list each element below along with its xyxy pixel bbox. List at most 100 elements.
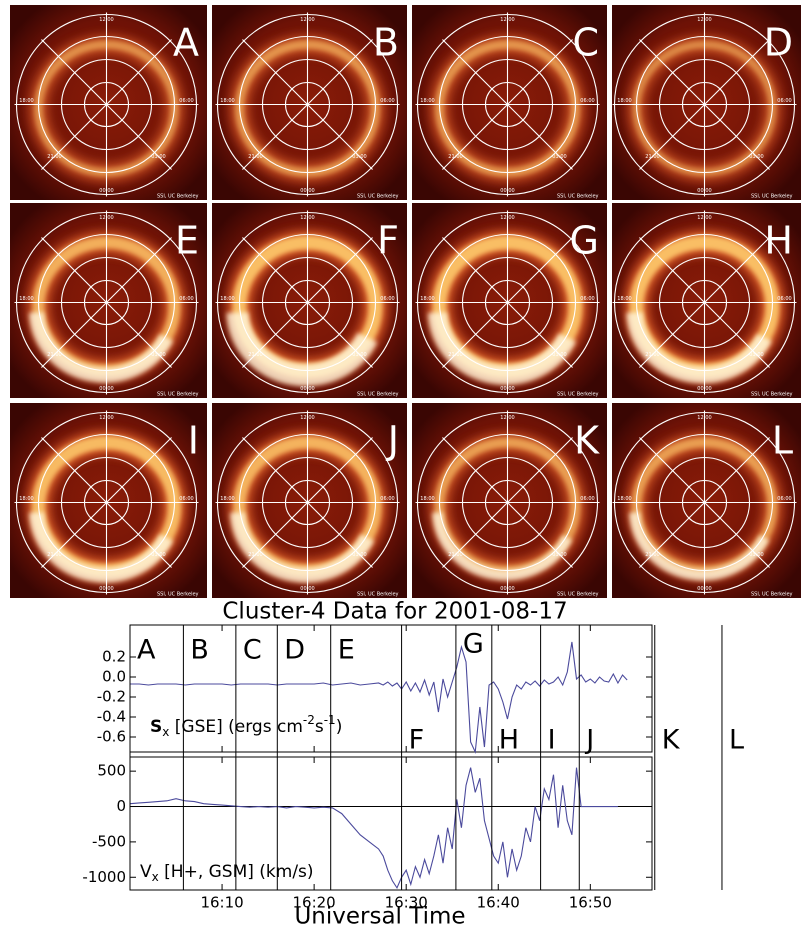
hour-label: 06:00	[380, 296, 394, 302]
hour-label: 21:00	[47, 154, 61, 160]
aurora-image: 12:00 18:00 06:00 00:00 21:00 03:00 SSI, UC Be…	[412, 5, 607, 200]
image-content: 12:00 18:00 06:00 00:00 21:00 03:00 SSI, UC Be…	[212, 203, 407, 398]
image-content: 12:00 18:00 06:00 00:00 21:00 03:00 SSI, UC Be…	[10, 5, 207, 200]
credit: SSI, UC Berkeley	[751, 194, 793, 200]
event-label: A	[137, 635, 156, 666]
aurora-image: 12:00 18:00 06:00 00:00 21:00 03:00 SSI, UC Be…	[612, 203, 801, 398]
panel-letter: B	[373, 21, 399, 65]
hour-label: 18:00	[420, 496, 434, 502]
grid-spoke	[442, 437, 573, 568]
event-label: F	[409, 725, 425, 756]
hour-label: 03:00	[552, 352, 566, 358]
hour-label: 21:00	[248, 352, 262, 358]
hour-label: 06:00	[580, 496, 594, 502]
hour-label: 06:00	[777, 496, 791, 502]
image-content: 12:00 18:00 06:00 00:00 21:00 03:00 SSI, UC Be…	[412, 203, 607, 398]
hour-label: 06:00	[777, 98, 791, 104]
event-label: G	[463, 629, 484, 660]
aurora-bulge	[432, 512, 573, 581]
hour-label: 18:00	[220, 98, 234, 104]
panel-letter: K	[574, 419, 600, 463]
panel-letter: A	[173, 21, 199, 65]
hour-label: 21:00	[248, 154, 262, 160]
x-tick-label: 16:40	[477, 894, 520, 912]
panel-letter: F	[377, 219, 399, 263]
image-content: 12:00 18:00 06:00 00:00 21:00 03:00 SSI, UC Be…	[10, 403, 207, 598]
image-content: 12:00 18:00 06:00 00:00 21:00 03:00 SSI, UC Be…	[612, 403, 801, 598]
hour-label: 06:00	[380, 98, 394, 104]
y-tick-label: 0.0	[102, 668, 126, 686]
aurora-image: 12:00 18:00 06:00 00:00 21:00 03:00 SSI, UC Be…	[412, 203, 607, 398]
data-line	[129, 767, 618, 890]
event-label: L	[729, 725, 744, 756]
credit: SSI, UC Berkeley	[751, 592, 793, 598]
hour-label: 00:00	[300, 386, 314, 392]
x-tick-label: 16:10	[200, 894, 243, 912]
hour-label: 21:00	[47, 352, 61, 358]
y-tick-label: 0.2	[102, 648, 126, 666]
x-axis-label: Universal Time	[294, 904, 465, 930]
hour-label: 06:00	[179, 98, 193, 104]
panel-letter: G	[570, 219, 599, 263]
aurora-bulge	[29, 512, 174, 583]
hour-label: 00:00	[500, 586, 514, 592]
hour-label: 18:00	[617, 98, 631, 104]
aurora-bulge	[230, 512, 375, 583]
hour-label: 00:00	[99, 586, 113, 592]
grid-spoke	[41, 237, 172, 368]
hour-label: 18:00	[617, 496, 631, 502]
panel-letter: D	[764, 21, 793, 65]
image-content: 12:00 18:00 06:00 00:00 21:00 03:00 SSI, UC Be…	[612, 203, 801, 398]
hour-label: 21:00	[448, 352, 462, 358]
hour-label: 06:00	[179, 496, 193, 502]
aurora-image: 12:00 18:00 06:00 00:00 21:00 03:00 SSI, UC Be…	[212, 203, 407, 398]
grid-spoke	[242, 39, 373, 170]
hour-label: 18:00	[19, 296, 33, 302]
x-tick-label: 16:50	[569, 894, 612, 912]
hour-label: 00:00	[500, 386, 514, 392]
hour-label: 03:00	[552, 552, 566, 558]
event-label: C	[243, 635, 262, 666]
credit: SSI, UC Berkeley	[157, 194, 199, 200]
event-label: H	[499, 725, 519, 756]
image-content: 12:00 18:00 06:00 00:00 21:00 03:00 SSI, UC Be…	[10, 203, 207, 398]
hour-label: 18:00	[19, 496, 33, 502]
event-label: D	[284, 635, 305, 666]
event-label: B	[190, 635, 209, 666]
hour-label: 18:00	[220, 496, 234, 502]
hour-label: 18:00	[617, 296, 631, 302]
hour-label: 06:00	[777, 296, 791, 302]
hour-label: 00:00	[99, 188, 113, 194]
aurora-image: 12:00 18:00 06:00 00:00 21:00 03:00 SSI, UC Be…	[212, 5, 407, 200]
hour-label: 12:00	[697, 415, 711, 421]
hour-label: 18:00	[420, 98, 434, 104]
hour-label: 06:00	[179, 296, 193, 302]
aurora-image: 12:00 18:00 06:00 00:00 21:00 03:00 SSI, UC Be…	[412, 403, 607, 598]
aurora-image: 12:00 18:00 06:00 00:00 21:00 03:00 SSI, UC Be…	[10, 203, 207, 398]
hour-label: 21:00	[448, 154, 462, 160]
panel-letter: E	[175, 219, 199, 263]
credit: SSI, UC Berkeley	[557, 392, 599, 398]
hour-label: 12:00	[300, 415, 314, 421]
y-label-part: s	[315, 717, 324, 737]
hour-label: 00:00	[300, 586, 314, 592]
credit: SSI, UC Berkeley	[157, 592, 199, 598]
aurora-image: 12:00 18:00 06:00 00:00 21:00 03:00 SSI, UC Be…	[10, 403, 207, 598]
hour-label: 03:00	[151, 154, 165, 160]
hour-label: 18:00	[19, 98, 33, 104]
hour-label: 03:00	[749, 552, 763, 558]
panel-letter: C	[572, 21, 599, 65]
hour-label: 21:00	[448, 552, 462, 558]
panel-letter: J	[386, 419, 399, 463]
aurora-image: 12:00 18:00 06:00 00:00 21:00 03:00 SSI, UC Be…	[10, 5, 207, 200]
image-content: 12:00 18:00 06:00 00:00 21:00 03:00 SSI, UC Be…	[212, 403, 407, 598]
y-label-part: S	[150, 717, 162, 737]
grid-spoke	[41, 437, 172, 568]
aurora-bulge	[626, 312, 772, 384]
hour-label: 03:00	[749, 352, 763, 358]
hour-label: 00:00	[697, 188, 711, 194]
hour-label: 03:00	[151, 352, 165, 358]
hour-label: 03:00	[552, 154, 566, 160]
aurora-bulge	[29, 312, 174, 383]
